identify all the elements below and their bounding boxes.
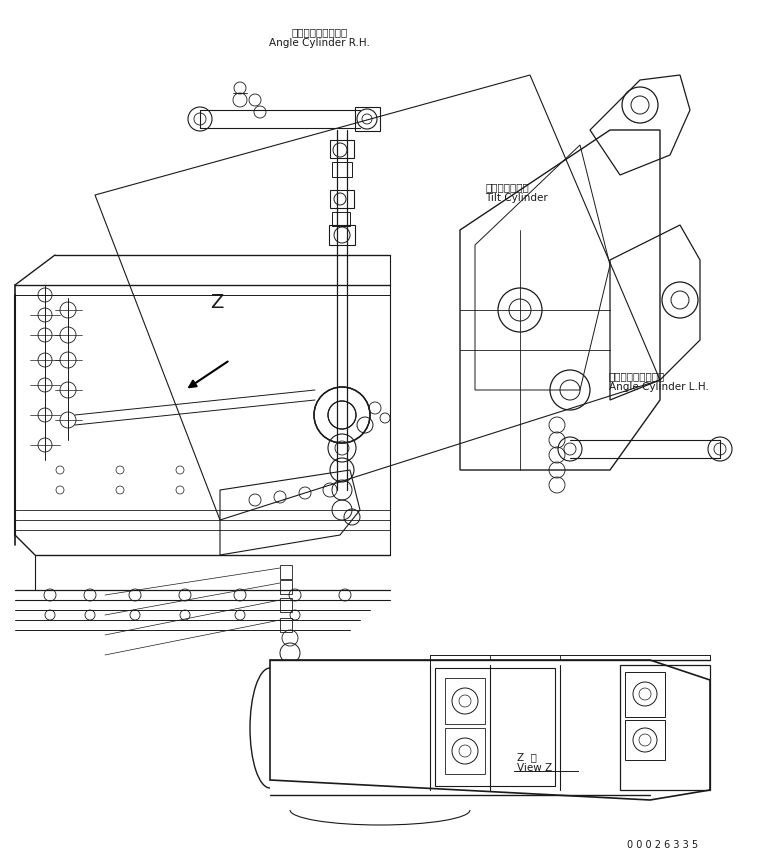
Bar xyxy=(332,212,350,226)
Bar xyxy=(280,580,292,594)
Polygon shape xyxy=(270,660,710,800)
Bar xyxy=(280,565,292,579)
Text: Tilt Cylinder: Tilt Cylinder xyxy=(486,192,548,203)
Text: Angle Cylinder R.H.: Angle Cylinder R.H. xyxy=(269,38,370,48)
Text: Z: Z xyxy=(210,293,224,312)
Bar xyxy=(445,728,485,774)
Bar xyxy=(329,225,355,245)
Bar xyxy=(445,678,485,724)
Bar xyxy=(625,720,665,760)
Text: アングルシリンダ右: アングルシリンダ右 xyxy=(291,27,348,37)
Text: 0 0 0 2 6 3 3 5: 0 0 0 2 6 3 3 5 xyxy=(626,840,698,850)
Text: Z  視: Z 視 xyxy=(517,752,537,763)
Bar xyxy=(332,162,352,177)
Bar xyxy=(355,107,380,131)
Bar xyxy=(620,665,710,790)
Bar xyxy=(625,672,665,717)
Text: View Z: View Z xyxy=(517,763,552,773)
Text: Angle Cylinder L.H.: Angle Cylinder L.H. xyxy=(609,381,708,392)
Bar xyxy=(280,618,292,632)
Bar xyxy=(435,668,555,786)
Bar xyxy=(330,140,354,158)
Text: アングルシリンダ左: アングルシリンダ左 xyxy=(609,371,665,381)
Bar xyxy=(280,598,292,612)
Bar xyxy=(330,190,354,208)
Text: チルトシリンダ: チルトシリンダ xyxy=(486,182,529,192)
